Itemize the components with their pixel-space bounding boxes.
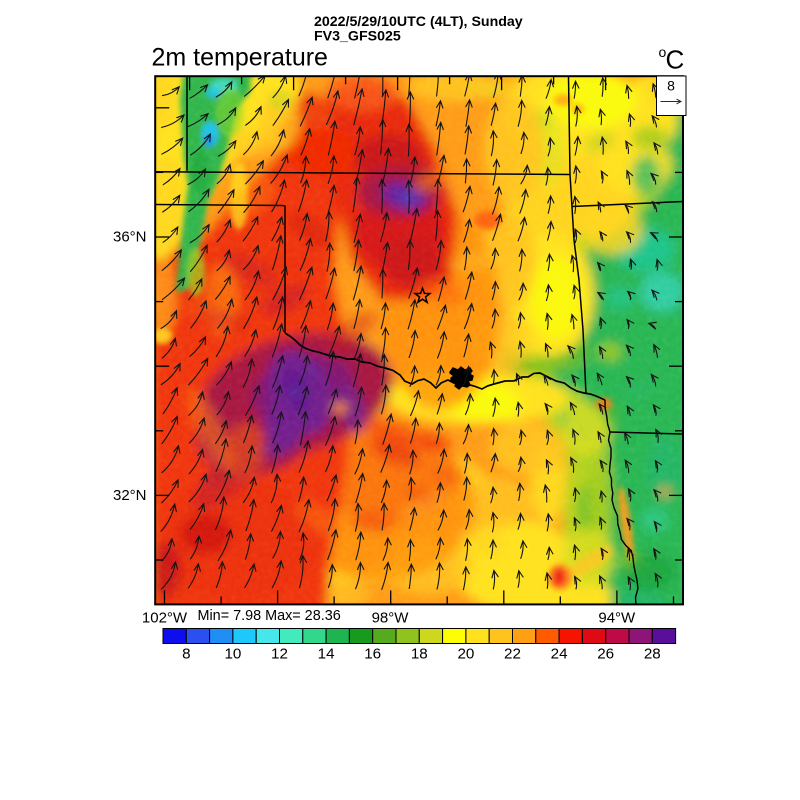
svg-text:24: 24 [551, 645, 568, 662]
svg-text:12: 12 [271, 645, 288, 662]
svg-text:C: C [666, 45, 685, 75]
svg-text:98°W: 98°W [372, 609, 410, 626]
svg-text:18: 18 [411, 645, 428, 662]
svg-text:36°N: 36°N [113, 229, 147, 246]
svg-text:FV3_GFS025: FV3_GFS025 [314, 28, 401, 44]
svg-text:22: 22 [504, 645, 521, 662]
svg-text:Min= 7.98 Max= 28.36: Min= 7.98 Max= 28.36 [198, 608, 341, 624]
svg-text:102°W: 102°W [142, 609, 188, 626]
svg-text:14: 14 [318, 645, 335, 662]
svg-text:16: 16 [364, 645, 381, 662]
svg-text:8: 8 [182, 645, 190, 662]
svg-text:26: 26 [597, 645, 614, 662]
svg-text:2m temperature: 2m temperature [152, 44, 328, 72]
svg-text:10: 10 [224, 645, 241, 662]
svg-text:8: 8 [667, 78, 675, 94]
svg-text:32°N: 32°N [113, 487, 147, 504]
svg-text:94°W: 94°W [598, 609, 636, 626]
svg-text:o: o [659, 44, 667, 60]
svg-text:2022/5/29/10UTC (4LT), Sunday: 2022/5/29/10UTC (4LT), Sunday [314, 14, 523, 30]
svg-text:20: 20 [457, 645, 474, 662]
svg-text:28: 28 [644, 645, 661, 662]
